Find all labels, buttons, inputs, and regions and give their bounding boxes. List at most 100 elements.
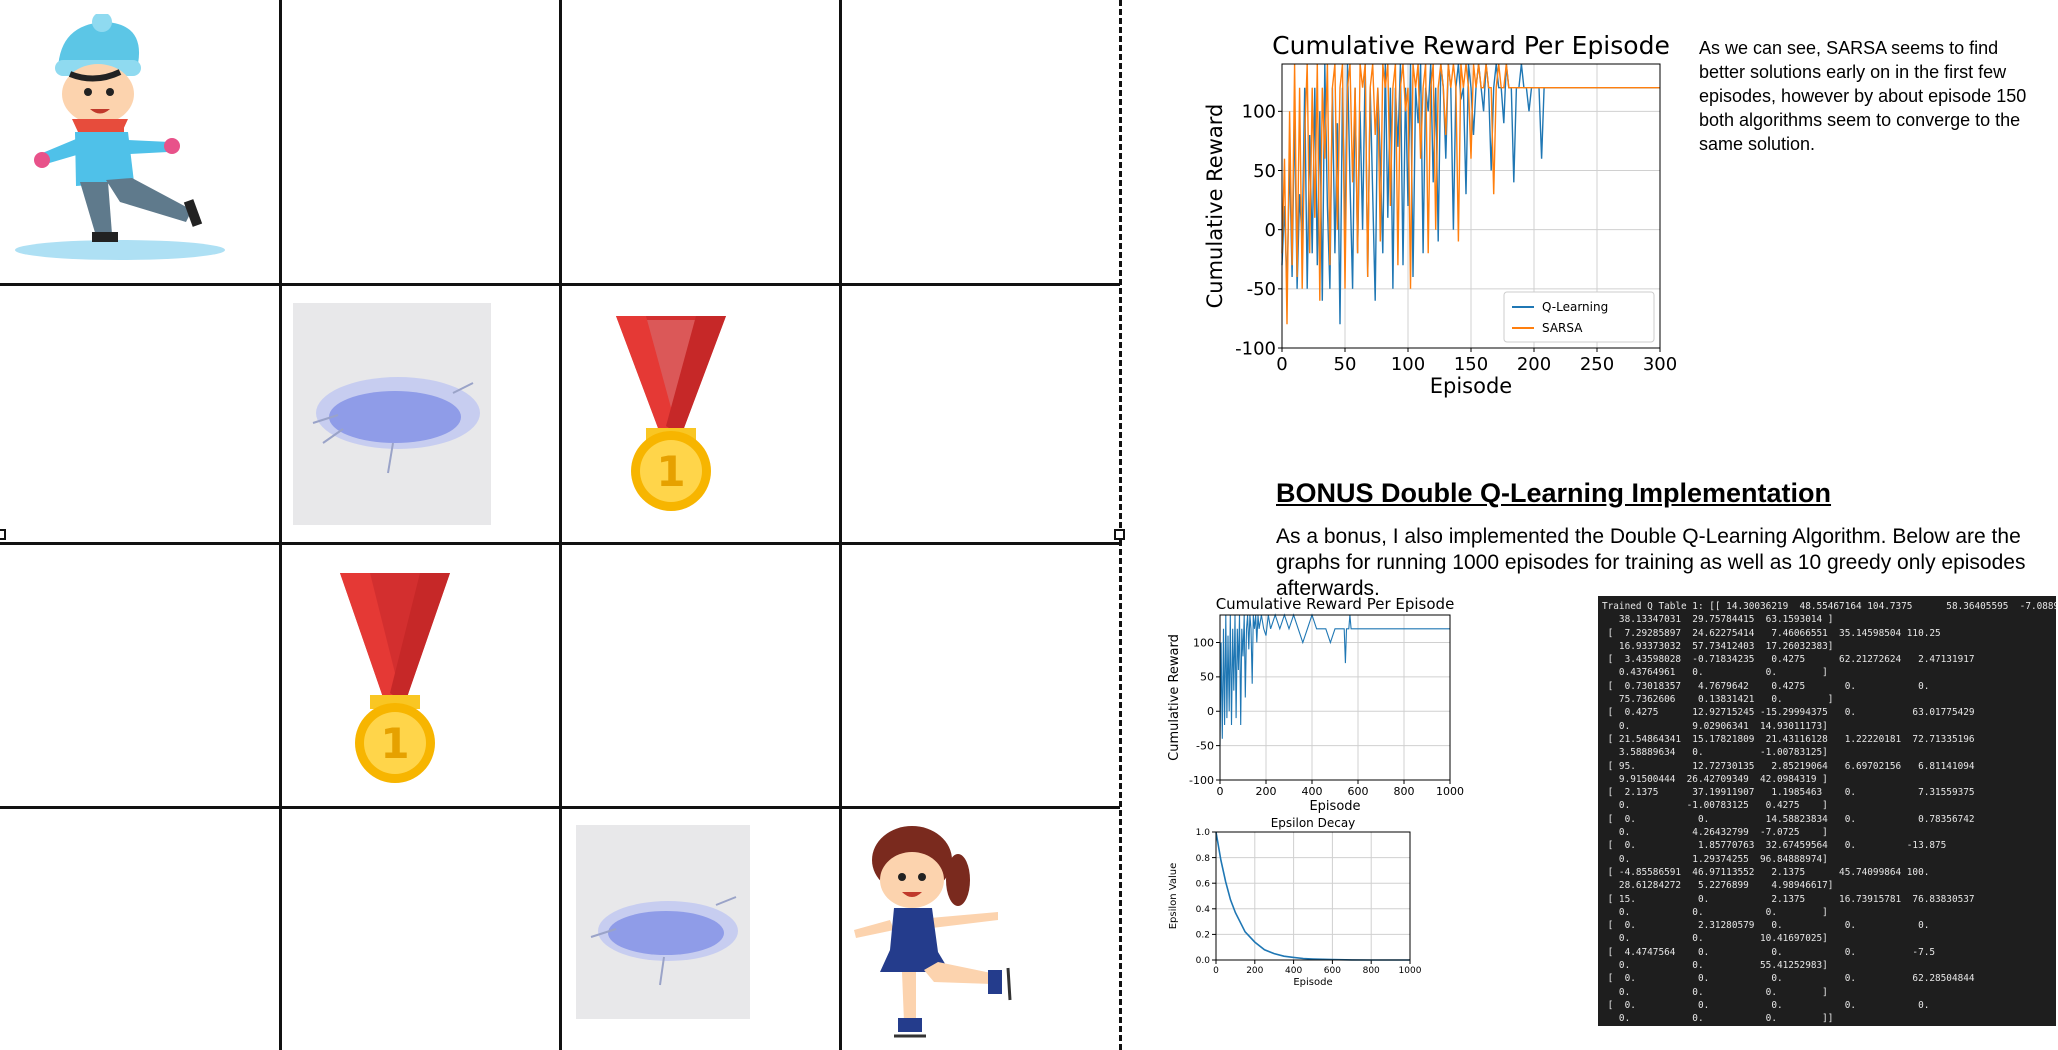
selection-border bbox=[1119, 0, 1122, 1050]
chart-legend bbox=[1503, 291, 1655, 343]
terminal-line: [ 0. 1.85770763 32.67459564 0. -13.875 bbox=[1602, 840, 1947, 852]
bonus-description: As a bonus, I also implemented the Doubl… bbox=[1276, 525, 2026, 600]
y-tick-label: 100 bbox=[1242, 102, 1276, 123]
terminal-line: 0. 0. 0. ] bbox=[1602, 986, 1828, 998]
x-tick-label: 0 bbox=[1213, 966, 1219, 976]
terminal-line: 0. 0. 55.41252983] bbox=[1602, 960, 1828, 972]
plot-frame bbox=[1219, 614, 1451, 781]
y-tick-label: 0 bbox=[1265, 220, 1276, 241]
terminal-line: [ 95. 12.72730135 2.85219064 6.69702156 … bbox=[1602, 760, 1975, 772]
y-tick-label: 0.8 bbox=[1196, 854, 1211, 864]
x-tick-label: 400 bbox=[1285, 966, 1302, 976]
terminal-line: 0. 0. 0. ] bbox=[1602, 906, 1828, 918]
boy-skater-icon bbox=[15, 14, 225, 260]
terminal-line: [ 0.4275 12.92715245 -15.29994375 0. 63.… bbox=[1602, 707, 1975, 719]
terminal-line: 0. 0. 10.41697025] bbox=[1602, 933, 1828, 945]
x-tick-label: 300 bbox=[1643, 354, 1677, 375]
terminal-line: [ 7.29285897 24.62275414 7.46066551 35.1… bbox=[1602, 627, 1941, 639]
x-tick-label: 600 bbox=[1324, 966, 1341, 976]
terminal-line: 0. 9.02906341 14.93011173] bbox=[1602, 720, 1828, 732]
y-tick-label: -50 bbox=[1196, 739, 1214, 752]
terminal-line: Trained Q Table 1: [[ 14.30036219 48.554… bbox=[1602, 601, 2056, 612]
y-tick-label: 0.0 bbox=[1196, 956, 1211, 966]
y-tick-label: 50 bbox=[1253, 161, 1276, 182]
y-tick-label: -100 bbox=[1235, 338, 1276, 359]
y-tick-label: 0.6 bbox=[1196, 879, 1211, 889]
x-tick-label: 0 bbox=[1276, 354, 1287, 375]
terminal-line: 0. 4.26432799 -7.0725 ] bbox=[1602, 827, 1828, 839]
svg-text:1: 1 bbox=[380, 719, 409, 768]
y-tick-label: 0 bbox=[1207, 705, 1214, 718]
analysis-notes: As we can see, SARSA seems to find bette… bbox=[1699, 38, 2027, 154]
terminal-line: 0.43764961 0. 0. ] bbox=[1602, 667, 1828, 679]
series-line-sarsa bbox=[1281, 63, 1660, 325]
x-tick-label: 200 bbox=[1517, 354, 1551, 375]
terminal-line: [ 3.43598028 -0.71834235 0.4275 62.21272… bbox=[1602, 654, 1975, 666]
epsilon-decay-chart: 0 200 400 600 800 1000 0.0 0.2 0.4 0.6 0.8 1.0 Epsil… bbox=[1168, 816, 1422, 988]
chart-title: Epsilon Decay bbox=[1271, 816, 1356, 830]
x-axis-label: Episode bbox=[1430, 374, 1512, 398]
x-tick-label: 0 bbox=[1217, 785, 1224, 798]
y-axis-label: Epsilon Value bbox=[1168, 863, 1179, 930]
y-axis-label: Cumulative Reward bbox=[1203, 104, 1227, 309]
terminal-line: [ 4.4747564 0. 0. 0. -7.5 bbox=[1602, 946, 1936, 958]
x-tick-label: 200 bbox=[1256, 785, 1277, 798]
y-tick-label: 0.4 bbox=[1196, 905, 1211, 915]
resize-handle-left[interactable] bbox=[0, 529, 6, 540]
terminal-line: [ 15. 0. 2.1375 16.73915781 76.83830537 bbox=[1602, 893, 1975, 905]
x-axis-label: Episode bbox=[1293, 977, 1332, 988]
plot-frame bbox=[1281, 63, 1661, 349]
y-tick-label: 50 bbox=[1200, 671, 1214, 684]
grid-line bbox=[0, 542, 1120, 545]
grid-line bbox=[279, 0, 282, 1050]
y-axis-label: Cumulative Reward bbox=[1167, 634, 1182, 761]
svg-text:1: 1 bbox=[656, 447, 685, 496]
x-tick-label: 1000 bbox=[1436, 785, 1464, 798]
terminal-line: 0. -1.00783125 0.4275 ] bbox=[1602, 800, 1828, 812]
terminal-line: [ 0. 0. 0. 0. 0. bbox=[1602, 999, 1930, 1011]
y-tick-label: -50 bbox=[1247, 279, 1276, 300]
plot-area bbox=[1216, 832, 1410, 960]
terminal-line: [ 0.73018357 4.7679642 0.4275 0. 0. bbox=[1602, 680, 1930, 692]
y-tick-label: -100 bbox=[1189, 774, 1214, 787]
grid-line bbox=[0, 283, 1120, 286]
x-tick-label: 150 bbox=[1454, 354, 1488, 375]
plot-frame bbox=[1215, 831, 1411, 961]
x-tick-label: 200 bbox=[1246, 966, 1263, 976]
terminal-line: 28.61284272 5.2276899 4.98946617] bbox=[1602, 880, 1834, 892]
terminal-line: 3.58889634 0. -1.00783125] bbox=[1602, 747, 1828, 759]
terminal-line: [ 0. 0. 14.58823834 0. 0.78356742 bbox=[1602, 813, 1975, 825]
q-table-terminal-output: Trained Q Table 1: [[ 14.30036219 48.554… bbox=[1598, 596, 2056, 1026]
terminal-line: 16.93373032 57.73412403 17.26032383] bbox=[1602, 640, 1834, 652]
plot-area bbox=[1220, 615, 1450, 780]
x-tick-label: 800 bbox=[1394, 785, 1415, 798]
terminal-line: [ 0. 2.31280579 0. 0. 0. bbox=[1602, 920, 1930, 932]
legend-label: Q-Learning bbox=[1542, 300, 1608, 314]
x-tick-label: 600 bbox=[1348, 785, 1369, 798]
terminal-line: [ 2.1375 37.19911907 1.1985463 0. 7.3155… bbox=[1602, 787, 1975, 799]
x-tick-label: 250 bbox=[1580, 354, 1614, 375]
reward-chart-double-q: 0 200 400 600 800 1000 -100 -50 0 50 100 Cumulative… bbox=[1167, 595, 1464, 814]
ice-hole-icon bbox=[312, 377, 480, 474]
grid-world: 1 1 bbox=[0, 0, 1125, 1050]
y-tick-label: 100 bbox=[1193, 636, 1214, 649]
terminal-line: 9.91500444 26.42709349 42.0984319 ] bbox=[1602, 773, 1828, 785]
x-tick-label: 100 bbox=[1391, 354, 1425, 375]
x-tick-label: 800 bbox=[1363, 966, 1380, 976]
girl-skater-icon bbox=[854, 826, 1012, 1038]
gold-medal-icon: 1 bbox=[616, 316, 726, 511]
y-tick-label: 1.0 bbox=[1196, 828, 1211, 838]
x-tick-label: 400 bbox=[1302, 785, 1323, 798]
resize-handle-right[interactable] bbox=[1114, 529, 1125, 540]
y-tick-label: 0.2 bbox=[1196, 931, 1210, 941]
gold-medal-icon: 1 bbox=[340, 573, 450, 783]
terminal-line: [ -4.85586591 46.97113552 2.1375 45.7409… bbox=[1602, 866, 1930, 878]
ice-hole-icon bbox=[590, 896, 738, 986]
chart-title: Cumulative Reward Per Episode bbox=[1216, 595, 1455, 613]
grid-line bbox=[559, 0, 562, 1050]
series-line-0 bbox=[1219, 613, 1450, 746]
terminal-line: [ 21.54864341 15.17821809 21.43116128 1.… bbox=[1602, 733, 1975, 745]
grid-line bbox=[839, 0, 842, 1050]
legend-label: SARSA bbox=[1542, 321, 1583, 335]
x-tick-label: 50 bbox=[1334, 354, 1357, 375]
